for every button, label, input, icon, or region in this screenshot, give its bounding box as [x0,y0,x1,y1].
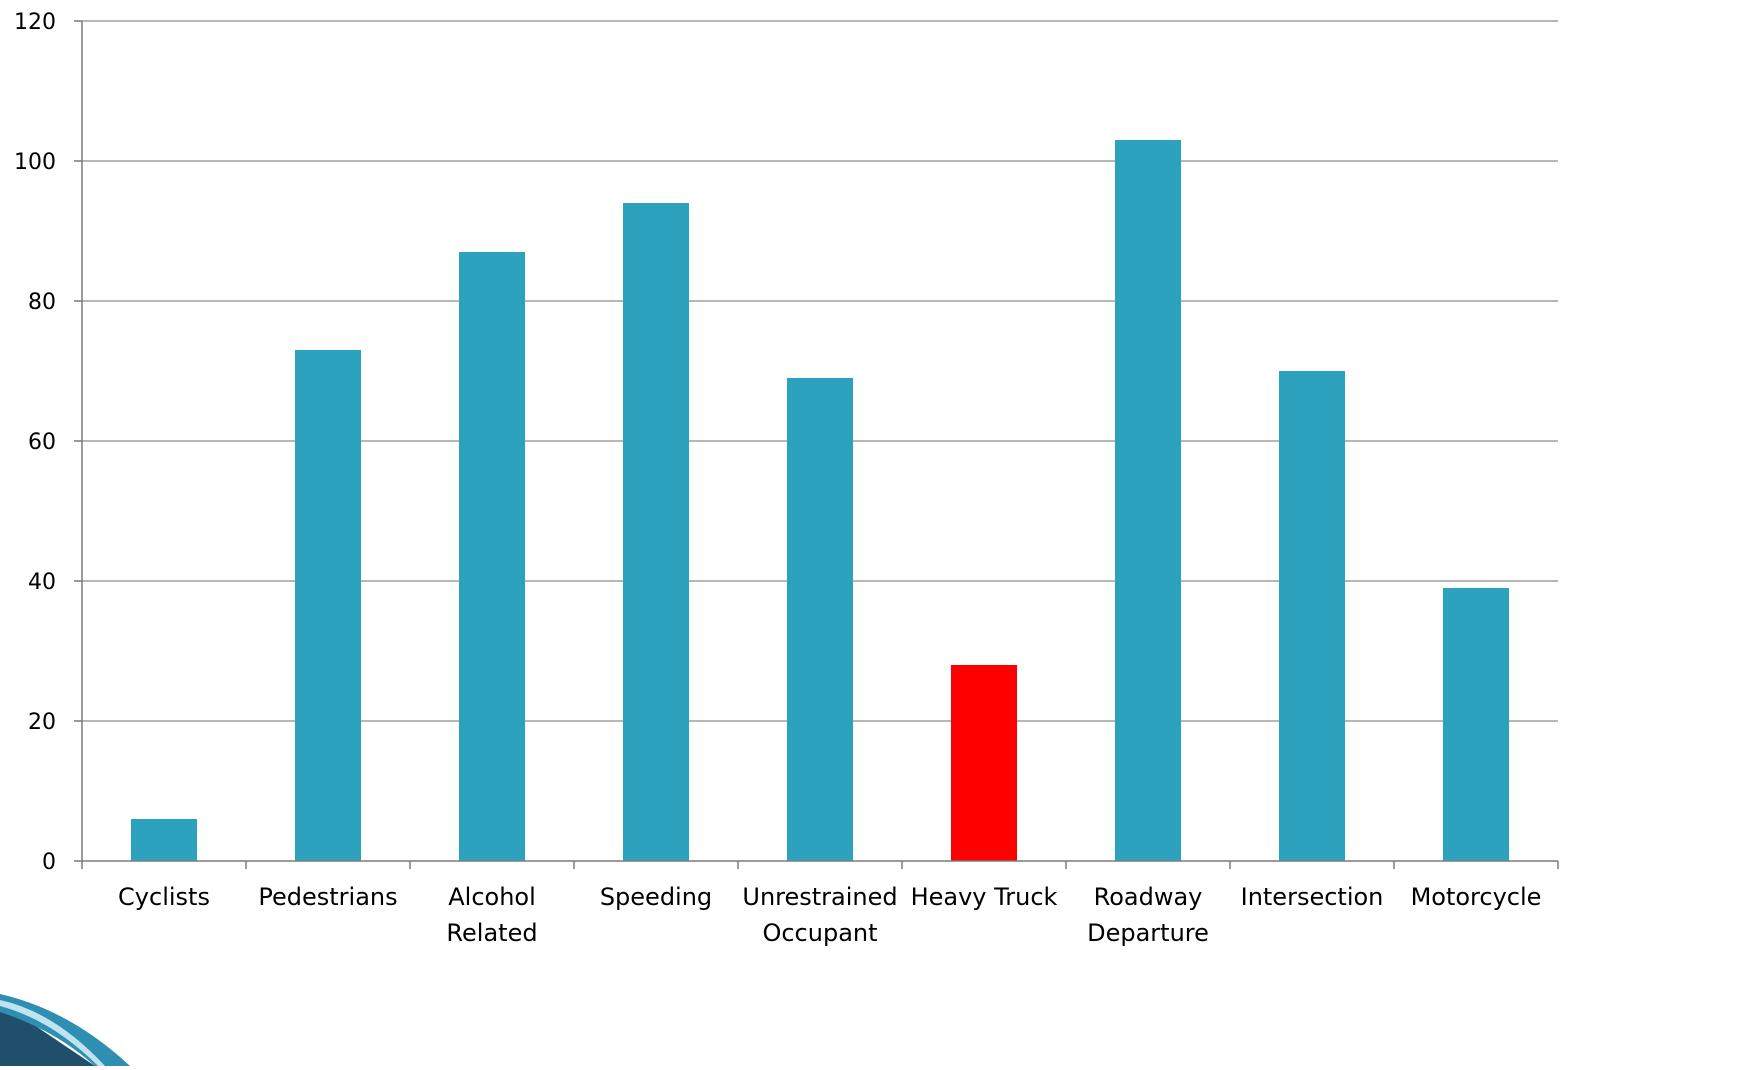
x-tick-label: Unrestrained Occupant [742,883,897,947]
y-tick-label: 80 [28,290,56,315]
bar-motorcycle [1443,588,1509,861]
y-tick-label: 60 [28,430,56,455]
bar-pedestrians [295,350,361,861]
bars [131,140,1509,861]
bar-heavy-truck [951,665,1017,861]
y-tick-label: 40 [28,570,56,595]
axes [74,20,1559,869]
bar-cyclists [131,819,197,861]
x-tick-label: Cyclists [118,883,210,911]
bar-alcohol-related [459,252,525,861]
y-tick-label: 100 [14,150,56,175]
y-tick-label: 0 [42,850,56,875]
y-tick-label: 120 [14,10,56,35]
bar-intersection [1279,371,1345,861]
x-tick-label: Pedestrians [258,883,397,911]
bar-unrestrained-occupant [787,378,853,861]
corner-swoosh-decoration [0,994,130,1066]
x-tick-label: Motorcycle [1411,883,1542,911]
x-tick-label: Intersection [1241,883,1384,911]
x-tick-label: Speeding [600,883,712,911]
y-tick-label: 20 [28,710,56,735]
x-tick-label: Alcohol Related [446,883,537,947]
tick-labels: 0 20 40 60 80 100 120 Cyclists Pedestrians Alcoho… [14,10,1541,947]
bar-speeding [623,203,689,861]
x-tick-label: Heavy Truck [911,883,1058,911]
x-tick-label: Roadway Departure [1087,883,1209,947]
bar-roadway-departure [1115,140,1181,861]
